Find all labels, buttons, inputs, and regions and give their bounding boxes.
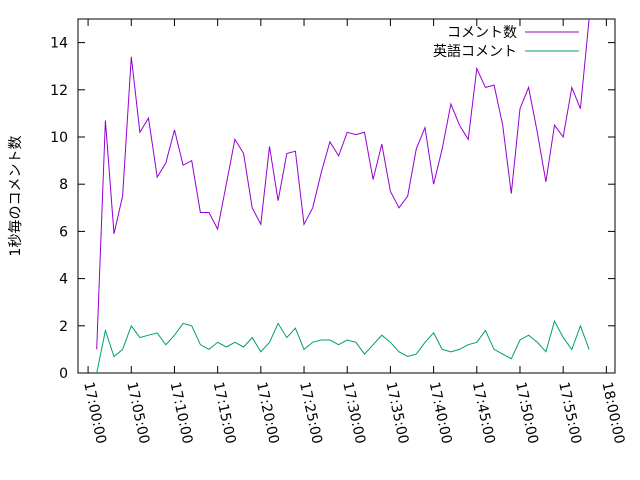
x-tick-label: 17:15:00 [210,381,239,446]
x-tick-label: 18:00:00 [598,381,627,446]
x-tick-label: 17:40:00 [426,381,455,446]
x-tick-label: 17:10:00 [167,381,196,446]
plot-border [77,18,616,374]
x-tick-label: 17:00:00 [80,381,109,446]
y-tick-label: 0 [59,366,68,382]
y-tick-label: 2 [59,319,68,335]
x-tick-label: 17:55:00 [555,381,584,446]
x-tick-label: 17:50:00 [512,381,541,446]
x-tick-label: 17:35:00 [382,381,411,446]
y-axis-label: 1秒毎のコメント数 [8,136,24,257]
x-tick-label: 17:30:00 [339,381,368,446]
x-tick-label: 17:45:00 [469,381,498,446]
legend-label: コメント数 [447,25,517,41]
x-tick-label: 17:25:00 [296,381,325,446]
y-tick-label: 4 [59,272,68,288]
legend-label: 英語コメント [433,43,517,60]
series-line [96,319,590,374]
y-tick-label: 12 [50,83,68,99]
y-tick-label: 8 [59,177,68,193]
x-tick-label: 17:05:00 [123,381,152,446]
series-line [96,18,590,350]
y-tick-label: 6 [59,224,68,240]
x-tick-label: 17:20:00 [253,381,282,446]
y-tick-label: 10 [50,130,68,146]
y-tick-label: 14 [50,36,68,52]
